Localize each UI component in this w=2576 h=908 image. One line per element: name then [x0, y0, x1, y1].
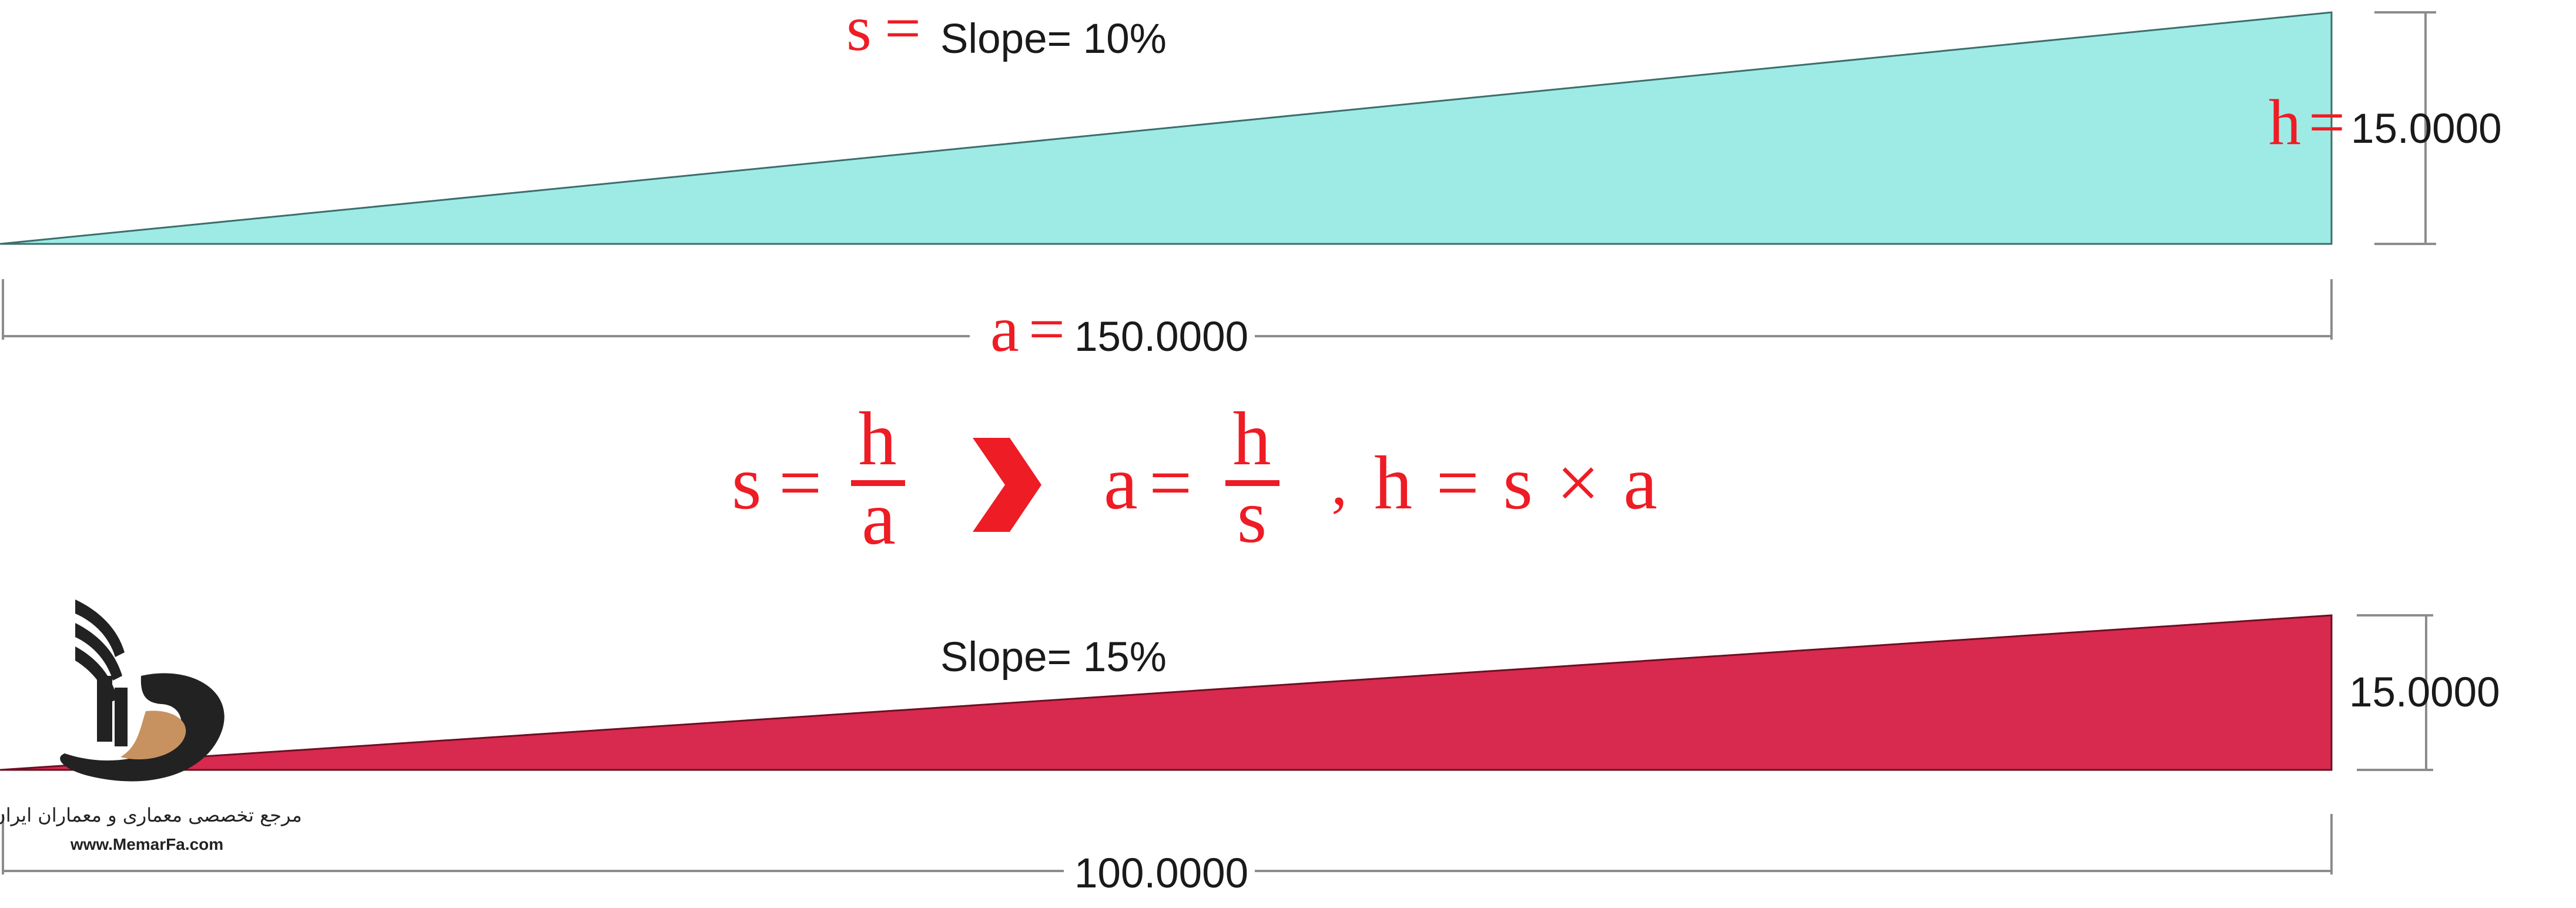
- bottom-height-dimension: [2357, 614, 2433, 771]
- logo-stroke-2: [115, 688, 128, 746]
- formula-numerator-h-1: h: [859, 397, 897, 481]
- top-base-value: 150.0000: [1074, 314, 1248, 360]
- top-base-symbol: a: [990, 293, 1019, 365]
- formula-comma: ,: [1331, 447, 1348, 518]
- top-slope-triangle: [0, 11, 2333, 245]
- chevron-right-icon: [973, 438, 1041, 532]
- formula-numerator-h-2: h: [1233, 397, 1271, 481]
- formula-h-equals-s-times-a: h = s × a: [1374, 441, 1657, 525]
- formula-denominator-s: s: [1237, 474, 1267, 559]
- bottom-slope-triangle: [0, 614, 2333, 771]
- logo-persian-text: مرجع تخصصی معماری و معماران ایران: [0, 804, 302, 826]
- formula-s: s: [732, 441, 762, 525]
- formula-a: a: [1104, 441, 1138, 525]
- top-height-symbol: h: [2269, 86, 2301, 158]
- top-slope-symbol: s: [846, 0, 872, 64]
- slope-formula: s = h a a = h s , h = s × a: [732, 397, 1657, 561]
- formula-denominator-a: a: [862, 476, 896, 561]
- formula-equals-1: =: [779, 441, 822, 525]
- formula-equals-2: =: [1149, 441, 1192, 525]
- bottom-slope-label: Slope= 15%: [940, 634, 1167, 681]
- top-slope-equals: =: [885, 0, 921, 64]
- logo-calligraphy-mark: [60, 673, 225, 782]
- bottom-height-value: 15.0000: [2349, 669, 2500, 716]
- logo-dot: [186, 688, 202, 704]
- memarfa-logo: مرجع تخصصی معماری و معماران ایران www.Me…: [0, 599, 302, 853]
- top-height-equals: =: [2309, 86, 2345, 158]
- top-height-dimension: [2374, 11, 2436, 245]
- top-slope-label: Slope= 10%: [940, 16, 1167, 62]
- logo-accent-mark: [120, 711, 186, 760]
- bottom-base-dimension: [2, 814, 2333, 875]
- bottom-base-value: 100.0000: [1074, 850, 1248, 897]
- bottom-slope-figure: Slope= 15% 15.0000 100.0000: [0, 614, 2500, 897]
- top-height-value: 15.0000: [2351, 106, 2502, 152]
- top-base-equals: =: [1029, 293, 1065, 365]
- logo-url: www.MemarFa.com: [70, 835, 223, 853]
- top-slope-figure: s = Slope= 10% h = 15.0000 a = 150.0000: [0, 0, 2502, 365]
- logo-stroke-1: [97, 676, 112, 742]
- top-base-dimension: [2, 279, 2333, 340]
